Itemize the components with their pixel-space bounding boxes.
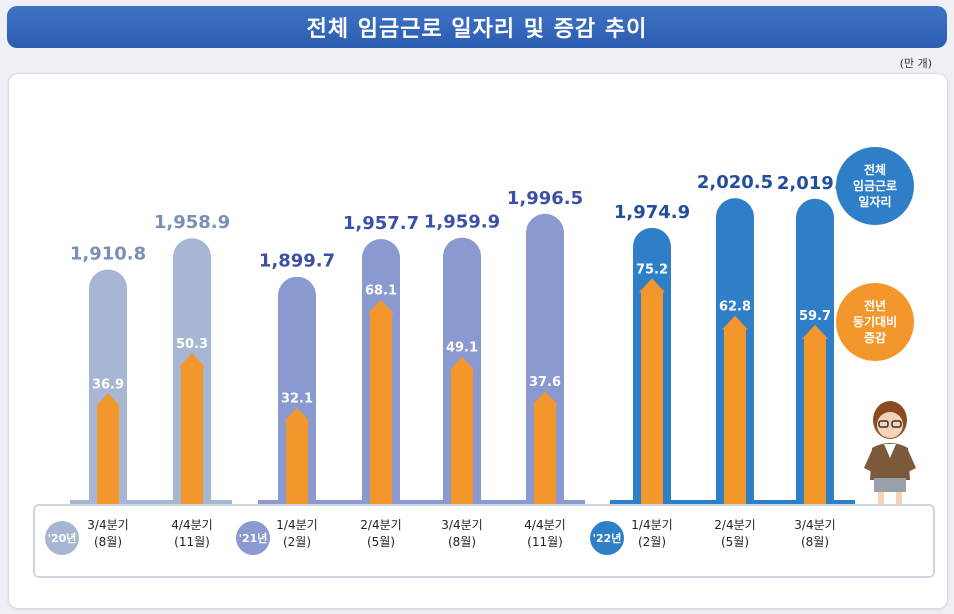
x-tick-label: 1/4분기 (2월) (612, 517, 692, 551)
total-value-label: 1,957.7 (343, 213, 419, 234)
x-tick-label: 3/4분기 (8월) (68, 517, 148, 551)
change-arrow (639, 278, 665, 504)
x-tick-month: (11월) (174, 535, 210, 549)
change-value-label: 68.1 (365, 284, 397, 299)
x-tick-label: 2/4분기 (5월) (695, 517, 775, 551)
x-tick-month: (2월) (282, 535, 312, 549)
change-value-label: 62.8 (719, 300, 751, 315)
x-tick-quarter: 3/4분기 (794, 518, 836, 532)
x-axis-box (33, 504, 935, 578)
legend-total-label: 전체 임금근로 일자리 (852, 163, 898, 209)
year-badge: '22년 (590, 521, 624, 555)
x-tick-label: 3/4분기 (8월) (422, 517, 502, 551)
unit-label: (만 개) (899, 57, 932, 70)
x-tick-month: (8월) (800, 535, 830, 549)
change-arrow (722, 315, 748, 504)
change-value-label: 32.1 (281, 392, 313, 407)
total-value-label: 2,019.6 (777, 173, 853, 194)
x-tick-month: (5월) (366, 535, 396, 549)
change-value-label: 50.3 (176, 337, 208, 352)
x-tick-quarter: 3/4분기 (441, 518, 483, 532)
x-tick-quarter: 1/4분기 (276, 518, 318, 532)
change-arrow (284, 407, 310, 504)
total-value-label: 1,899.7 (259, 251, 335, 272)
chart-title-banner: 전체 임금근로 일자리 및 증감 추이 (7, 6, 947, 48)
change-arrow (802, 324, 828, 504)
change-arrow (95, 393, 121, 504)
legend-total: 전체 임금근로 일자리 (836, 147, 914, 225)
total-value-label: 1,958.9 (154, 212, 230, 233)
x-tick-quarter: 2/4분기 (714, 518, 756, 532)
x-tick-label: 4/4분기 (11월) (152, 517, 232, 551)
x-tick-quarter: 4/4분기 (171, 518, 213, 532)
x-tick-month: (11월) (527, 535, 563, 549)
change-value-label: 59.7 (799, 309, 831, 324)
change-arrow (368, 299, 394, 504)
year-badge: '21년 (236, 521, 270, 555)
total-value-label: 1,996.5 (507, 188, 583, 209)
change-value-label: 36.9 (92, 377, 124, 392)
x-tick-month: (2월) (637, 535, 667, 549)
total-value-label: 1,959.9 (424, 212, 500, 233)
chart-title: 전체 임금근로 일자리 및 증감 추이 (306, 17, 648, 42)
change-value-label: 49.1 (446, 341, 478, 356)
change-arrow (532, 391, 558, 504)
total-value-label: 1,910.8 (70, 243, 146, 264)
x-tick-label: 1/4분기 (2월) (257, 517, 337, 551)
x-tick-quarter: 3/4분기 (87, 518, 129, 532)
x-tick-quarter: 2/4분기 (360, 518, 402, 532)
year-badge: '20년 (45, 521, 79, 555)
change-arrow (449, 356, 475, 504)
mascot-illustration (864, 401, 916, 504)
x-tick-month: (8월) (447, 535, 477, 549)
total-value-label: 1,974.9 (614, 202, 690, 223)
total-value-label: 2,020.5 (697, 172, 773, 193)
legend-change-label: 전년 동기대비 증감 (852, 299, 898, 345)
change-value-label: 37.6 (529, 375, 561, 390)
x-tick-quarter: 4/4분기 (524, 518, 566, 532)
legend-change: 전년 동기대비 증감 (836, 283, 914, 361)
x-tick-label: 3/4분기 (8월) (775, 517, 855, 551)
x-tick-month: (8월) (93, 535, 123, 549)
x-tick-label: 2/4분기 (5월) (341, 517, 421, 551)
x-tick-quarter: 1/4분기 (631, 518, 673, 532)
x-tick-month: (5월) (720, 535, 750, 549)
change-arrow (179, 353, 205, 504)
x-tick-label: 4/4분기 (11월) (505, 517, 585, 551)
change-value-label: 75.2 (636, 262, 668, 277)
